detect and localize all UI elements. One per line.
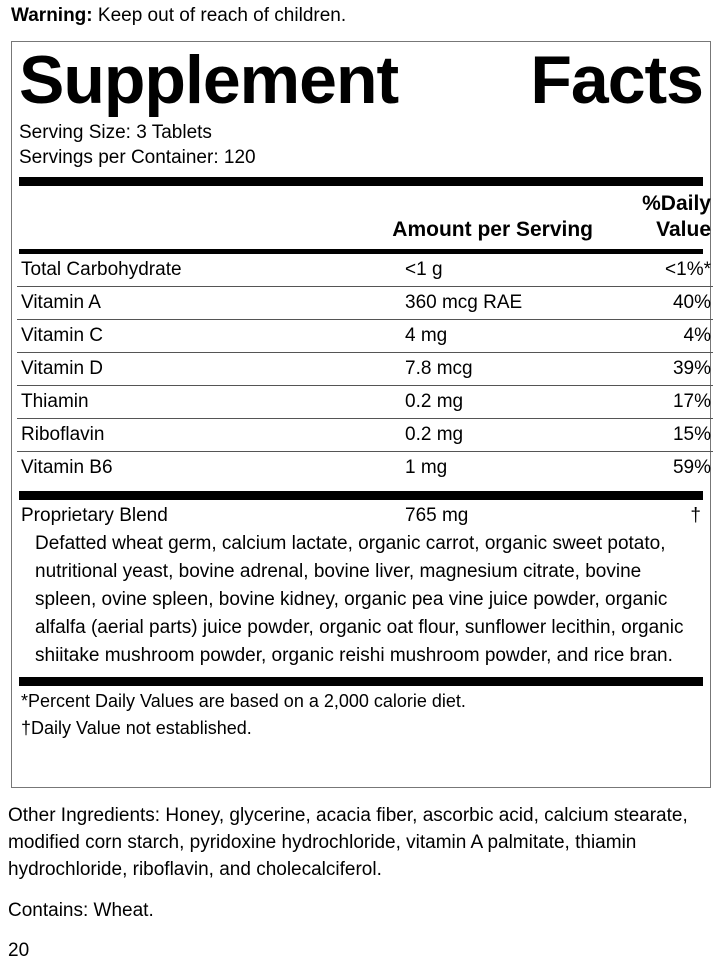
footnote-daily-value-not-established: †Daily Value not established.: [21, 718, 252, 738]
nutrient-name: Total Carbohydrate: [21, 259, 182, 280]
nutrient-amount: <1 g: [405, 259, 443, 280]
nutrient-name: Vitamin A: [21, 292, 101, 313]
divider-bar-blend: [19, 491, 703, 500]
row-separator: [17, 385, 713, 386]
nutrient-amount: 0.2 mg: [405, 424, 464, 445]
nutrient-daily-value: 4%: [683, 325, 711, 346]
serving-info: Serving Size: 3 Tablets Servings per Con…: [17, 120, 705, 170]
header-blank: [17, 186, 379, 249]
table-row: Total Carbohydrate <1 g <1%*: [17, 254, 713, 286]
header-daily-value: %Daily Value: [642, 192, 711, 241]
table-row: Riboflavin 0.2 mg 15%: [17, 419, 713, 451]
table-row: Vitamin A 360 mcg RAE 40%: [17, 287, 713, 319]
page-number: 20: [8, 940, 30, 961]
footnotes: *Percent Daily Values are based on a 2,0…: [17, 686, 705, 742]
nutrient-daily-value: 40%: [672, 292, 711, 313]
nutrient-amount: 4 mg: [405, 325, 448, 346]
warning-label: Warning:: [11, 5, 93, 26]
nutrient-amount: 0.2 mg: [405, 391, 464, 412]
header-amount-per-serving: Amount per Serving: [392, 218, 593, 241]
warning-line: Warning: Keep out of reach of children.: [11, 4, 346, 28]
nutrient-daily-value: 17%: [672, 391, 711, 412]
table-row: Thiamin 0.2 mg 17%: [17, 386, 713, 418]
table-row: Vitamin B6 1 mg 59%: [17, 452, 713, 484]
divider-bar-footnote: [19, 677, 703, 686]
nutrient-name: Vitamin D: [21, 358, 104, 379]
table-row: Vitamin C 4 mg 4%: [17, 320, 713, 352]
blend-amount: 765 mg: [405, 505, 469, 526]
divider-bar-header: [19, 249, 703, 254]
other-ingredients: Other Ingredients: Honey, glycerine, aca…: [8, 805, 688, 880]
nutrient-name: Vitamin C: [21, 325, 104, 346]
row-separator: [17, 418, 713, 419]
nutrition-table: Amount per Serving %Daily Value: [17, 186, 713, 249]
nutrient-daily-value: 39%: [672, 358, 711, 379]
nutrient-amount: 1 mg: [405, 457, 448, 478]
serving-size: Serving Size: 3 Tablets: [19, 122, 212, 143]
nutrient-daily-value: 59%: [672, 457, 711, 478]
blend-ingredients: Defatted wheat germ, calcium lactate, or…: [35, 533, 684, 666]
divider-bar-top: [19, 177, 703, 186]
nutrient-name: Thiamin: [21, 391, 89, 412]
panel-title: Supplement Facts: [17, 46, 705, 114]
nutrient-daily-value: 15%: [672, 424, 711, 445]
row-separator: [17, 352, 713, 353]
servings-per-container: Servings per Container: 120: [19, 147, 256, 168]
nutrient-amount: 7.8 mcg: [405, 358, 473, 379]
nutrient-amount: 360 mcg RAE: [405, 292, 523, 313]
nutrient-rows-table: Total Carbohydrate <1 g <1%* Vitamin A 3…: [17, 254, 713, 484]
row-separator: [17, 286, 713, 287]
supplement-facts-panel: Supplement Facts Serving Size: 3 Tablets…: [11, 41, 713, 788]
panel-title-word-supplement: Supplement: [19, 42, 399, 118]
proprietary-blend-row: Proprietary Blend 765 mg †: [17, 504, 705, 528]
nutrient-name: Vitamin B6: [21, 457, 113, 478]
warning-text: Keep out of reach of children.: [92, 5, 347, 26]
nutrient-daily-value: <1%*: [665, 259, 711, 280]
nutrient-name: Riboflavin: [21, 424, 105, 445]
footnote-percent-daily-value: *Percent Daily Values are based on a 2,0…: [21, 691, 466, 711]
blend-name: Proprietary Blend: [21, 505, 168, 526]
table-row: Vitamin D 7.8 mcg 39%: [17, 353, 713, 385]
blend-daily-value: †: [690, 505, 701, 526]
contains-allergens: Contains: Wheat.: [8, 900, 154, 921]
panel-title-word-facts: Facts: [530, 42, 704, 118]
row-separator: [17, 319, 713, 320]
row-separator: [17, 451, 713, 452]
table-header-row: Amount per Serving %Daily Value: [17, 186, 713, 249]
